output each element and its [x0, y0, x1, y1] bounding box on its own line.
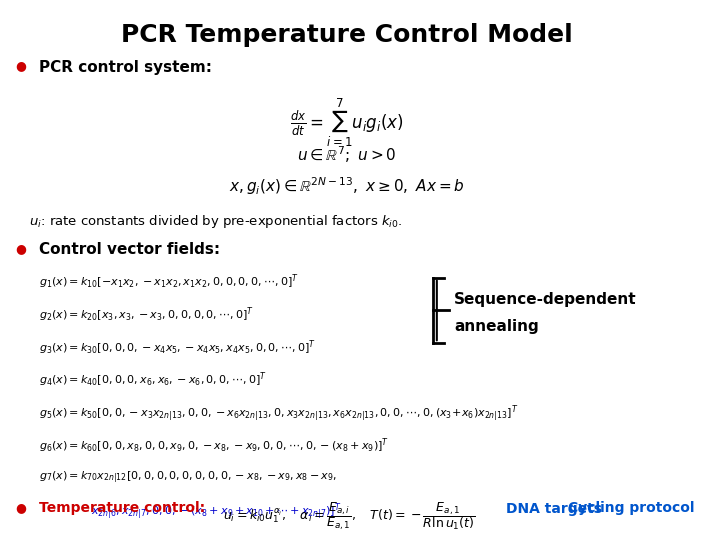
Text: $x_{2n|6}, x_{2n|7}, 0, 0, -(x_8+x_9+x_{10}+\cdots+x_{2n|7})]^T$: $x_{2n|6}, x_{2n|7}, 0, 0, -(x_8+x_9+x_{…: [91, 502, 342, 522]
Text: $g_4(x) = k_{40}[0, 0, 0, x_6, x_6, -x_6, 0, 0, \cdots, 0]^T$: $g_4(x) = k_{40}[0, 0, 0, x_6, x_6, -x_6…: [40, 370, 267, 389]
Text: ●: ●: [15, 59, 26, 72]
Text: ●: ●: [15, 242, 26, 255]
Text: $x, g_i(x) \in \mathbb{R}^{2N-13},\ x \geq 0,\ Ax = b$: $x, g_i(x) \in \mathbb{R}^{2N-13},\ x \g…: [229, 176, 465, 198]
Text: Cycling protocol: Cycling protocol: [568, 501, 695, 515]
Text: Temperature control:: Temperature control:: [40, 501, 210, 515]
Text: $g_3(x) = k_{30}[0, 0, 0, -x_4x_5, -x_4x_5, x_4x_5, 0, 0, \cdots, 0]^T$: $g_3(x) = k_{30}[0, 0, 0, -x_4x_5, -x_4x…: [40, 338, 317, 356]
Text: $\frac{dx}{dt} = \sum_{i=1}^{7} u_i g_i(x)$: $\frac{dx}{dt} = \sum_{i=1}^{7} u_i g_i(…: [290, 97, 404, 148]
Text: ●: ●: [15, 501, 26, 514]
Text: $g_6(x) = k_{60}[0, 0, x_8, 0, 0, x_9, 0, -x_8, -x_9, 0, 0, \cdots, 0, -(x_8+x_9: $g_6(x) = k_{60}[0, 0, x_8, 0, 0, x_9, 0…: [40, 436, 390, 455]
Text: $g_7(x) = k_{70}x_{2n|12}[0, 0, 0, 0, 0, 0, 0, 0, -x_8, -x_9, x_8-x_9,$: $g_7(x) = k_{70}x_{2n|12}[0, 0, 0, 0, 0,…: [40, 469, 337, 484]
Text: $u_i$: rate constants divided by pre-exponential factors $k_{i0}$.: $u_i$: rate constants divided by pre-exp…: [29, 213, 402, 230]
Text: Sequence-dependent: Sequence-dependent: [454, 292, 636, 307]
Text: $g_1(x) = k_{10}[-x_1x_2, -x_1x_2, x_1x_2, 0, 0, 0, 0, \cdots, 0]^T$: $g_1(x) = k_{10}[-x_1x_2, -x_1x_2, x_1x_…: [40, 272, 300, 291]
Text: $u \in \mathbb{R}^{7};\ u > 0$: $u \in \mathbb{R}^{7};\ u > 0$: [297, 144, 397, 165]
Text: $g_5(x) = k_{50}[0, 0, -x_3x_{2n|13}, 0, 0, -x_6x_{2n|13}, 0, x_3x_{2n|13}, x_6x: $g_5(x) = k_{50}[0, 0, -x_3x_{2n|13}, 0,…: [40, 403, 519, 424]
Text: PCR Temperature Control Model: PCR Temperature Control Model: [121, 23, 573, 46]
Text: Control vector fields:: Control vector fields:: [40, 242, 220, 256]
Text: $u_i = k_{i0}u_1^{\alpha_i},\quad \alpha_i = \dfrac{E_{a,i}}{E_{a,1}},\quad T(t): $u_i = k_{i0}u_1^{\alpha_i},\quad \alpha…: [222, 501, 475, 532]
Text: PCR control system:: PCR control system:: [40, 59, 212, 75]
Text: annealing: annealing: [454, 319, 539, 334]
Text: DNA targets: DNA targets: [506, 502, 602, 516]
Text: $g_2(x) = k_{20}[x_3, x_3, -x_3, 0, 0, 0, 0, \cdots, 0]^T$: $g_2(x) = k_{20}[x_3, x_3, -x_3, 0, 0, 0…: [40, 305, 255, 324]
